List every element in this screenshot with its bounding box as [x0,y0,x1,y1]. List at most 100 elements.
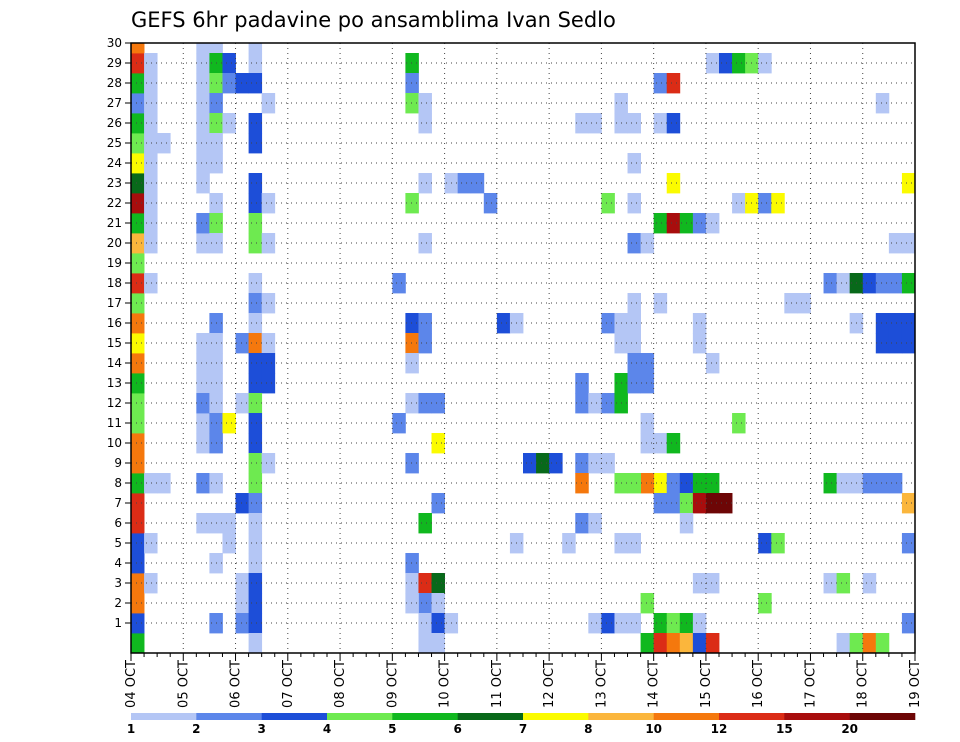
heatmap-cell [131,553,145,574]
heatmap-cell [627,193,641,214]
heatmap-cell [196,433,210,454]
heatmap-cell [261,333,276,354]
heatmap-cell [875,633,890,654]
heatmap-cell [248,133,263,154]
colorbar-label: 3 [257,722,265,736]
x-tick-label: 18 OCT [856,660,871,708]
heatmap-cell [405,313,419,334]
heatmap-cell [131,373,145,394]
heatmap-cell [771,193,785,214]
heatmap-cell [653,293,668,314]
heatmap-cell [901,313,916,334]
heatmap-cell [732,53,746,74]
heatmap-cell [862,473,877,494]
heatmap-cell [640,353,655,374]
heatmap-cell [418,593,432,614]
heatmap-cell [849,633,864,654]
heatmap-cell [418,93,432,114]
heatmap-cell [627,153,641,174]
colorbar-segment [588,713,654,720]
heatmap-cell [196,53,210,74]
colorbar-label: 4 [323,722,331,736]
heatmap-cell [144,213,158,234]
heatmap-cell [601,193,615,214]
colorbar-label: 12 [711,722,728,736]
y-tick-label: 13 [107,376,122,390]
heatmap-cell [248,43,263,54]
colorbar-segment [392,713,458,720]
heatmap-cell [575,113,589,134]
heatmap-cell [196,473,210,494]
heatmap-cell [248,173,263,194]
heatmap-cell [888,313,903,334]
heatmap-cell [392,413,406,434]
heatmap-cell [131,133,145,154]
x-tick-label: 08 OCT [333,660,348,708]
heatmap-cell [640,473,655,494]
y-tick-label: 12 [107,396,122,410]
colorbar-segment [849,713,916,720]
heatmap-cell [901,273,916,294]
heatmap-cell [732,413,746,434]
heatmap-cell [588,513,602,534]
heatmap-cell [144,233,158,254]
heatmap-cell [131,73,145,94]
heatmap-cell [666,613,681,634]
heatmap-cell [248,553,263,574]
heatmap-cell [705,213,720,234]
heatmap-cell [418,173,432,194]
colorbar-label: 15 [776,722,793,736]
colorbar-label: 6 [453,722,461,736]
heatmap-cell [758,533,772,554]
heatmap-cell [405,53,419,74]
heatmap-cell [692,613,707,634]
heatmap-cell [888,473,903,494]
heatmap-cell [144,93,158,114]
heatmap-cell [235,593,249,614]
heatmap-cell [248,113,263,134]
heatmap-cell [653,633,668,654]
heatmap-cell [692,473,707,494]
heatmap-cell [483,193,498,214]
y-tick-label: 30 [107,36,122,50]
heatmap-cell [235,73,249,94]
heatmap-cell [131,573,145,594]
chart-title: GEFS 6hr padavine po ansamblima Ivan Sed… [131,8,616,32]
heatmap-cell [836,473,851,494]
heatmap-cell [705,493,720,514]
x-tick-label: 06 OCT [229,660,244,708]
heatmap-cell [131,633,145,654]
heatmap-cell [575,393,589,414]
y-tick-label: 4 [114,556,122,570]
heatmap-cell [627,333,641,354]
heatmap-cell [418,613,432,634]
heatmap-cell [901,233,916,254]
heatmap-cell [575,373,589,394]
heatmap-cell [131,193,145,214]
heatmap-cell [144,193,158,214]
colorbar-label: 20 [841,722,858,736]
x-tick-label: 10 OCT [438,660,453,708]
heatmap-cell [248,373,263,394]
heatmap-cell [588,393,602,414]
y-tick-label: 15 [107,336,122,350]
heatmap-cell [418,333,432,354]
heatmap-cell [248,473,263,494]
heatmap-cell [196,153,210,174]
heatmap-cell [235,333,249,354]
heatmap-cell [222,73,236,94]
heatmap-cell [196,373,210,394]
heatmap-cell [758,193,772,214]
y-tick-label: 19 [107,256,122,270]
heatmap-cell [666,633,681,654]
heatmap-cell [666,113,681,134]
heatmap-cell [131,213,145,234]
heatmap-cell [261,353,276,374]
heatmap-cell [222,513,236,534]
heatmap-cell [601,313,615,334]
heatmap-cell [666,173,681,194]
heatmap-cell [235,493,249,514]
heatmap-cell [901,173,916,194]
heatmap-cell [248,53,263,74]
heatmap-cell [823,273,837,294]
